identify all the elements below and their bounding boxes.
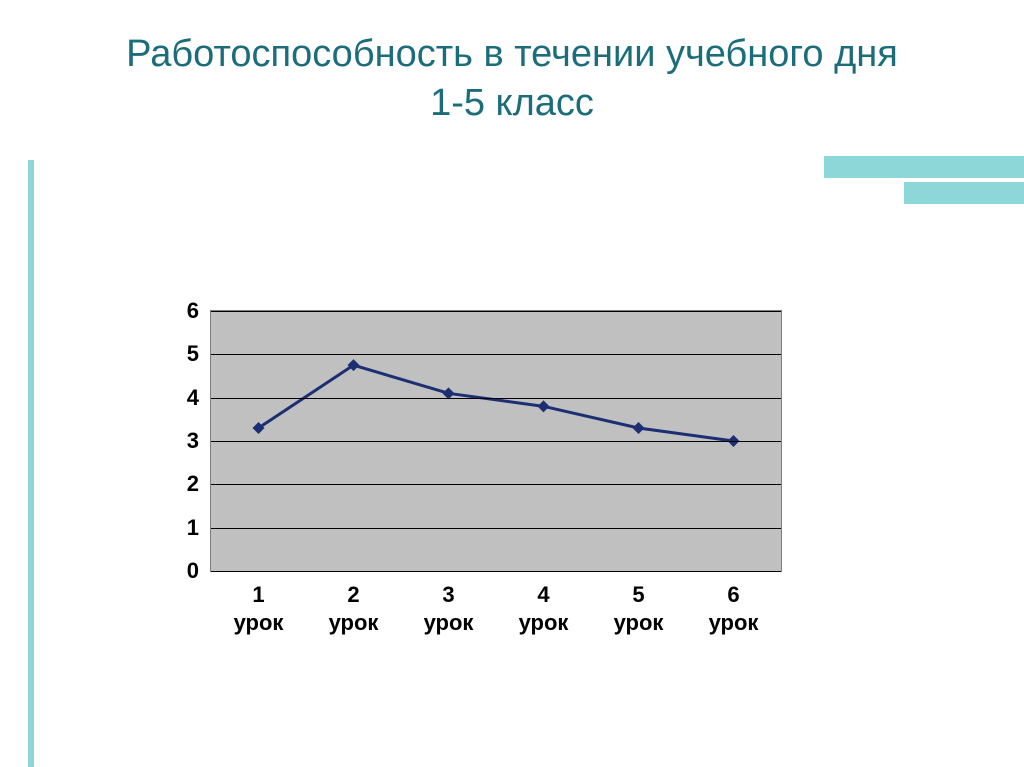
grid-line xyxy=(211,398,781,399)
slide: Работоспособность в течении учебного дня… xyxy=(0,0,1024,767)
grid-line xyxy=(211,311,781,312)
corner-bar-bottom xyxy=(904,182,1024,204)
grid-line xyxy=(211,441,781,442)
y-axis-label: 1 xyxy=(187,515,211,541)
y-axis-label: 4 xyxy=(187,385,211,411)
x-axis-label: 6 урок xyxy=(709,571,759,636)
grid-line xyxy=(211,354,781,355)
data-marker xyxy=(538,400,550,412)
x-axis-label: 2 урок xyxy=(329,571,379,636)
grid-line xyxy=(211,571,781,572)
chart: 01234561 урок2 урок3 урок4 урок5 урок6 у… xyxy=(160,310,800,660)
y-axis-label: 2 xyxy=(187,471,211,497)
y-axis-label: 5 xyxy=(187,341,211,367)
y-axis-label: 3 xyxy=(187,428,211,454)
grid-line xyxy=(211,484,781,485)
data-marker xyxy=(633,422,645,434)
y-axis-label: 0 xyxy=(187,558,211,584)
x-axis-label: 4 урок xyxy=(519,571,569,636)
grid-line xyxy=(211,528,781,529)
x-axis-label: 5 урок xyxy=(614,571,664,636)
corner-decoration xyxy=(824,156,1024,204)
slide-title: Работоспособность в течении учебного дня… xyxy=(0,30,1024,129)
x-axis-label: 3 урок xyxy=(424,571,474,636)
x-axis-label: 1 урок xyxy=(234,571,284,636)
chart-plot-area: 01234561 урок2 урок3 урок4 урок5 урок6 у… xyxy=(210,310,782,572)
corner-bar-top xyxy=(824,156,1024,178)
y-axis-label: 6 xyxy=(187,298,211,324)
left-stripe xyxy=(28,160,34,767)
